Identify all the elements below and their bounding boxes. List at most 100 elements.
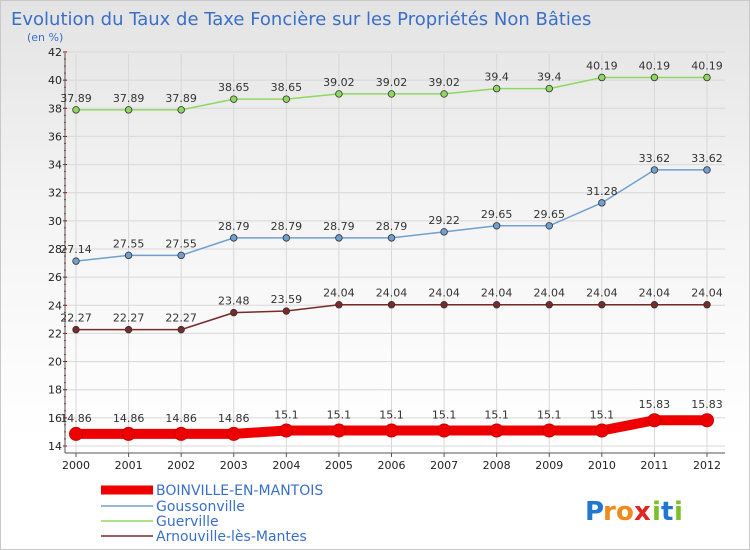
series-point-3 bbox=[650, 301, 659, 309]
series-point-3 bbox=[387, 301, 396, 309]
series-point-1 bbox=[230, 234, 238, 242]
series-point-0 bbox=[174, 426, 189, 441]
series-point-1 bbox=[650, 166, 659, 174]
data-label: 40.19 bbox=[639, 59, 671, 72]
series-point-3 bbox=[440, 301, 448, 309]
series-point-0 bbox=[489, 423, 504, 438]
legend-label: BOINVILLE-EN-MANTOIS bbox=[156, 483, 323, 499]
data-label: 39.4 bbox=[484, 71, 509, 84]
x-tick-label: 2012 bbox=[693, 459, 721, 472]
legend-label: Arnouville-lès-Mantes bbox=[156, 529, 307, 545]
y-tick-label: 36 bbox=[48, 130, 62, 143]
series-point-1 bbox=[492, 222, 501, 230]
data-label: 22.27 bbox=[60, 312, 92, 325]
data-label: 15.83 bbox=[639, 398, 671, 411]
proxiti-logo: P r o x i t i bbox=[585, 497, 683, 527]
data-label: 15.1 bbox=[379, 409, 404, 422]
y-tick-label: 24 bbox=[48, 299, 62, 312]
y-tick-label: 22 bbox=[48, 327, 62, 340]
series-point-3 bbox=[335, 301, 343, 309]
data-label: 28.79 bbox=[218, 220, 250, 233]
series-point-0 bbox=[384, 423, 399, 438]
data-label: 24.04 bbox=[691, 287, 723, 300]
series-point-3 bbox=[703, 301, 711, 309]
x-tick-label: 2005 bbox=[325, 459, 353, 472]
series-point-1 bbox=[387, 234, 396, 242]
data-label: 27.55 bbox=[165, 237, 197, 250]
data-label: 15.1 bbox=[432, 409, 457, 422]
y-tick-label: 42 bbox=[48, 46, 62, 59]
data-labels: 37.89 37.89 37.89 38.65 38.65 39.02 39.02 39.02… bbox=[60, 59, 723, 424]
y-tick-label: 28 bbox=[48, 243, 62, 256]
series-point-2 bbox=[282, 95, 291, 103]
series-point-3 bbox=[492, 301, 501, 309]
y-tick-label: 38 bbox=[48, 102, 62, 115]
series-point-0 bbox=[437, 423, 452, 438]
data-label: 27.14 bbox=[60, 243, 92, 256]
series-point-2 bbox=[72, 106, 80, 114]
x-tick-label: 2000 bbox=[62, 459, 90, 472]
x-tick-label: 2008 bbox=[483, 459, 511, 472]
data-label: 37.89 bbox=[113, 92, 145, 105]
series-point-1 bbox=[282, 234, 291, 242]
series-point-3 bbox=[124, 325, 133, 334]
series-point-0 bbox=[121, 426, 136, 441]
series-point-2 bbox=[230, 95, 238, 103]
data-label: 38.65 bbox=[218, 81, 250, 94]
series-point-2 bbox=[124, 106, 133, 114]
svg-text:i: i bbox=[674, 497, 683, 527]
data-label: 15.1 bbox=[327, 409, 352, 422]
series-point-0 bbox=[542, 423, 557, 438]
x-tick-label: 2001 bbox=[115, 459, 143, 472]
data-label: 22.27 bbox=[113, 312, 145, 325]
series-point-0 bbox=[69, 426, 83, 441]
series-point-0 bbox=[700, 413, 714, 428]
data-label: 31.28 bbox=[586, 185, 618, 198]
data-label: 37.89 bbox=[165, 92, 197, 105]
series-point-2 bbox=[440, 90, 448, 98]
y-tick-label: 30 bbox=[48, 215, 62, 228]
data-label: 24.04 bbox=[586, 287, 618, 300]
legend-label: Guerville bbox=[156, 514, 219, 530]
data-label: 15.83 bbox=[691, 398, 723, 411]
svg-text:x: x bbox=[634, 497, 651, 527]
y-tick-label: 20 bbox=[48, 356, 62, 369]
svg-text:o: o bbox=[616, 497, 634, 527]
series-point-1 bbox=[335, 234, 343, 242]
series bbox=[69, 73, 714, 441]
data-label: 15.1 bbox=[484, 409, 509, 422]
x-tick-label: 2006 bbox=[378, 459, 406, 472]
data-label: 33.62 bbox=[639, 152, 671, 165]
x-tick-label: 2010 bbox=[588, 459, 616, 472]
y-tick-label: 16 bbox=[48, 412, 62, 425]
series-point-2 bbox=[177, 106, 185, 114]
data-label: 39.02 bbox=[428, 76, 460, 89]
data-label: 14.86 bbox=[60, 412, 92, 425]
y-tick-label: 32 bbox=[48, 187, 62, 200]
series-point-0 bbox=[647, 413, 662, 428]
series-point-3 bbox=[177, 325, 185, 334]
svg-text:t: t bbox=[661, 497, 673, 527]
data-label: 14.86 bbox=[113, 412, 145, 425]
data-label: 24.04 bbox=[639, 287, 671, 300]
series-point-0 bbox=[226, 426, 241, 441]
series-point-3 bbox=[282, 307, 291, 315]
x-tick-label: 2009 bbox=[535, 459, 563, 472]
series-point-1 bbox=[177, 251, 185, 260]
series-point-0 bbox=[331, 423, 346, 438]
unit-label: (en %) bbox=[27, 31, 63, 44]
y-tick-label: 26 bbox=[48, 271, 62, 284]
series-point-3 bbox=[72, 325, 80, 334]
legend-label: Goussonville bbox=[156, 499, 245, 515]
series-point-2 bbox=[492, 84, 501, 93]
grid bbox=[65, 51, 725, 453]
data-label: 33.62 bbox=[691, 152, 723, 165]
series-point-1 bbox=[703, 166, 711, 174]
data-label: 22.27 bbox=[165, 312, 197, 325]
series-point-1 bbox=[124, 251, 133, 260]
data-label: 28.79 bbox=[271, 220, 303, 233]
data-label: 14.86 bbox=[218, 412, 250, 425]
y-tick-label: 18 bbox=[48, 384, 62, 397]
series-point-1 bbox=[72, 257, 80, 265]
